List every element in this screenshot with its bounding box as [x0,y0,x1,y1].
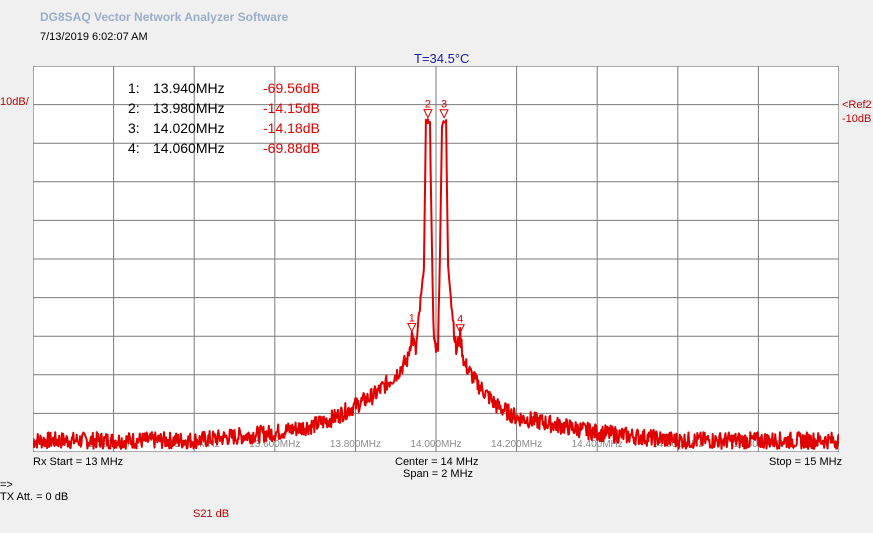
marker-table-frequency: 14.060MHz [153,140,225,156]
marker-triangle [439,109,449,119]
grid [33,66,839,452]
marker-table-value: -14.15dB [263,100,320,116]
s21-trace [33,118,839,450]
scale-label: 10dB/ [0,96,29,108]
marker-triangle [455,324,465,334]
marker-table-value: -14.18dB [263,120,320,136]
markers: 1 2 3 4 [407,99,465,334]
marker-triangle [423,109,433,119]
x-tick-label: 14.200MHz [491,439,542,450]
temperature-readout: T=34.5°C [414,51,470,66]
marker-table: 1: 13.940MHz -69.56dB 2: 13.980MHz -14.15dB 3:… [128,80,320,156]
marker-table-id: 3: [128,120,140,136]
reference-label: <Ref2 -10dB [842,98,872,126]
reference-level-label: -10dB [842,113,872,125]
marker-id-label: 4 [457,314,463,326]
span-label: Span = 2 MHz [403,468,474,480]
marker-id-label: 1 [409,313,415,325]
trace-label: S21 dB [193,508,230,520]
marker-table-value: -69.88dB [263,140,320,156]
center-label: Center = 14 MHz [395,456,479,468]
tx-attenuation-label: TX Att. = 0 dB [0,491,69,503]
marker-table-frequency: 14.020MHz [153,120,225,136]
marker-id-label: 2 [425,99,431,111]
spectrum-plot[interactable]: 13.200MHz 13.400MHz 13.600MHz 13.800MHz 14.0… [33,66,839,452]
marker-table-id: 2: [128,100,140,116]
x-tick-label: 14.400MHz [572,439,623,450]
x-tick-label: 13.600MHz [249,439,300,450]
x-tick-label: 13.800MHz [330,439,381,450]
reference-marker-label: <Ref2 [842,99,872,111]
x-tick-label: 14.000MHz [410,439,461,450]
marker-table-frequency: 13.980MHz [153,100,225,116]
marker-triangle [407,323,417,333]
marker-table-id: 4: [128,140,140,156]
rx-start-label: Rx Start = 13 MHz [33,456,124,468]
marker-id-label: 3 [441,99,447,111]
stop-label: Stop = 15 MHz [769,456,843,468]
app-title: DG8SAQ Vector Network Analyzer Software [40,10,289,24]
command-prompt: => [0,479,13,491]
timestamp: 7/13/2019 6:02:07 AM [40,31,148,43]
marker-table-value: -69.56dB [263,80,320,96]
marker-table-frequency: 13.940MHz [153,80,225,96]
marker-table-id: 1: [128,80,140,96]
